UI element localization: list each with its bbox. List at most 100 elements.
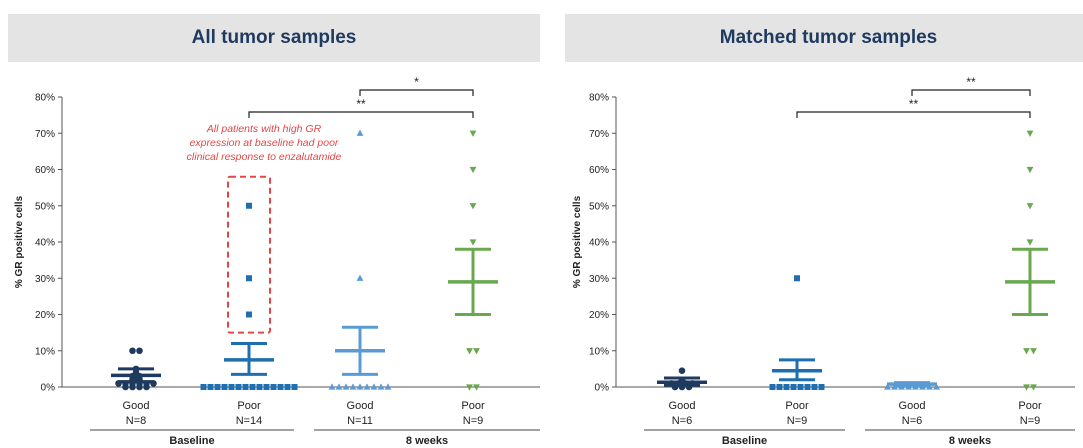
data-point xyxy=(377,383,385,390)
data-point xyxy=(783,384,790,390)
data-point xyxy=(776,384,783,390)
data-point xyxy=(200,384,207,390)
category-n-label: N=11 xyxy=(347,415,373,427)
y-tick-label: 70% xyxy=(589,129,609,140)
data-point xyxy=(384,383,392,390)
data-point xyxy=(1030,348,1037,355)
data-point xyxy=(349,383,357,390)
data-point xyxy=(270,384,277,390)
data-point xyxy=(1023,384,1030,391)
data-point xyxy=(473,348,480,355)
category-label: Good xyxy=(669,400,696,412)
y-tick-label: 40% xyxy=(35,238,55,249)
category-n-label: N=6 xyxy=(902,415,923,427)
y-tick-label: 10% xyxy=(35,346,55,357)
data-point xyxy=(818,384,825,390)
category-label: Good xyxy=(347,400,374,412)
data-point xyxy=(335,383,343,390)
data-point xyxy=(1026,166,1034,174)
data-point xyxy=(342,383,350,390)
data-point xyxy=(235,384,242,390)
category-label: Poor xyxy=(237,400,261,412)
significance-label: * xyxy=(414,75,419,89)
data-point xyxy=(1026,203,1034,210)
category-label: Poor xyxy=(1018,400,1042,412)
data-point xyxy=(228,384,235,390)
annotation-box xyxy=(227,175,271,334)
y-tick-label: 0% xyxy=(595,383,610,394)
significance-bracket xyxy=(359,89,474,96)
y-tick-label: 50% xyxy=(589,201,609,212)
data-point xyxy=(473,384,480,391)
category-label: Poor xyxy=(461,400,485,412)
category-n-label: N=9 xyxy=(1020,415,1041,427)
y-tick-label: 30% xyxy=(35,274,55,285)
data-point xyxy=(291,384,298,390)
data-point xyxy=(356,383,364,390)
category-n-label: N=14 xyxy=(236,415,263,427)
chart-title-left: All tumor samples xyxy=(8,14,540,62)
category-label: Good xyxy=(123,400,150,412)
data-point xyxy=(678,367,686,374)
y-tick-label: 20% xyxy=(35,310,55,321)
group-label: 8 weeks xyxy=(949,435,991,447)
category-n-label: N=9 xyxy=(787,415,808,427)
significance-label: ** xyxy=(966,75,976,89)
significance-label: ** xyxy=(356,97,366,111)
significance-bracket xyxy=(796,111,1031,118)
data-point xyxy=(129,347,136,355)
y-tick-label: 50% xyxy=(35,201,55,212)
significance-bracket xyxy=(248,111,474,118)
data-point xyxy=(246,311,252,318)
data-point xyxy=(769,384,776,390)
data-point xyxy=(328,383,336,390)
y-tick-label: 60% xyxy=(589,165,609,176)
data-point xyxy=(249,384,256,390)
data-point xyxy=(246,275,252,282)
annotation-text: clinical response to enzalutamide xyxy=(187,151,342,163)
data-point xyxy=(797,384,804,390)
data-point xyxy=(284,384,291,390)
data-point xyxy=(804,384,811,390)
data-point xyxy=(1026,130,1034,137)
data-point xyxy=(221,384,228,390)
data-point xyxy=(356,129,364,136)
data-point xyxy=(242,384,249,390)
data-point xyxy=(246,202,252,209)
y-axis-label: % GR positive cells xyxy=(572,195,583,288)
data-point xyxy=(794,275,800,282)
data-point xyxy=(790,384,797,390)
annotation-text: All patients with high GR xyxy=(206,123,322,135)
y-tick-label: 80% xyxy=(35,93,55,104)
data-point xyxy=(1026,239,1034,246)
data-point xyxy=(356,274,364,281)
y-tick-label: 40% xyxy=(589,238,609,249)
category-n-label: N=6 xyxy=(672,415,693,427)
data-point xyxy=(214,384,221,390)
data-point xyxy=(469,130,477,137)
data-point xyxy=(466,348,473,355)
category-label: Good xyxy=(899,400,926,412)
y-tick-label: 0% xyxy=(41,383,56,394)
data-point xyxy=(207,384,214,390)
y-tick-label: 70% xyxy=(35,129,55,140)
data-point xyxy=(466,384,473,391)
group-label: Baseline xyxy=(169,435,214,447)
annotation-text: expression at baseline had poor xyxy=(190,137,339,149)
data-point xyxy=(256,384,263,390)
significance-label: ** xyxy=(909,97,919,111)
category-label: Poor xyxy=(785,400,809,412)
y-tick-label: 80% xyxy=(589,93,609,104)
group-label: Baseline xyxy=(722,435,767,447)
data-point xyxy=(277,384,284,390)
data-point xyxy=(136,347,143,355)
data-point xyxy=(1023,348,1030,355)
significance-bracket xyxy=(911,89,1031,96)
data-point xyxy=(469,166,477,174)
y-tick-label: 60% xyxy=(35,165,55,176)
data-point xyxy=(370,383,378,390)
category-n-label: N=8 xyxy=(126,415,147,427)
data-point xyxy=(469,203,477,210)
category-n-label: N=9 xyxy=(463,415,484,427)
y-tick-label: 20% xyxy=(589,310,609,321)
